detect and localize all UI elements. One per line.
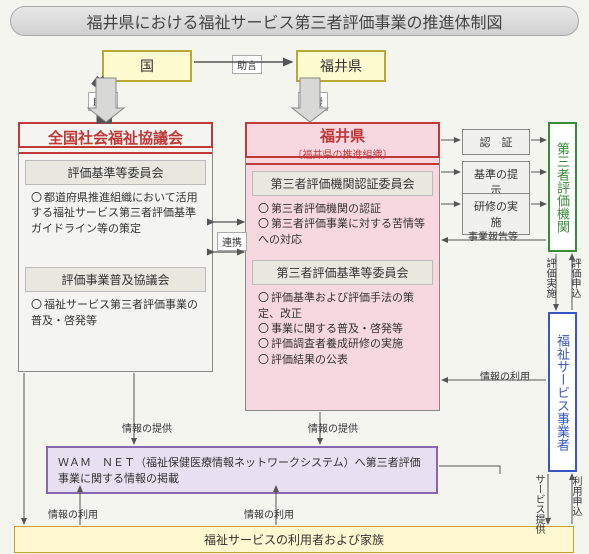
national-council-box: 全国社会福祉協議会 評価基準等委員会 都道府県推進組織において活用する福祉サービ… [18, 122, 213, 372]
national-c1-bullets: 都道府県推進組織において活用する福祉サービス第三者評価基準ガイドライン等の策定 [19, 189, 212, 243]
top-kuni-box: 国 [102, 50, 192, 82]
lbl-joho-teikyo-1: 情報の提供 [122, 420, 172, 435]
label-renkei: 連携 [217, 232, 247, 251]
lbl-riyo-moshikomi: 利用申込 [568, 476, 583, 516]
pref-c1-bullets: 第三者評価機関の認証 第三者評価事業に対する苦情等への対応 [246, 200, 439, 254]
service-provider-box: 福祉サービス事業者 [548, 312, 577, 472]
label-shien-down: 支援 [298, 92, 328, 111]
pref-sub: 〔福井県の推進組織〕 [246, 146, 439, 161]
wam-box: ＷＡＭ ＮＥＴ（福祉保健医療情報ネットワークシステム）へ第三者評価事業に関する情… [46, 446, 438, 494]
national-c2-bullets: 福祉サービス第三者評価事業の普及・啓発等 [19, 296, 212, 335]
national-c2-title: 評価事業普及協議会 [25, 267, 206, 292]
lbl-jigyo-hokoku: 事業報告等 [468, 228, 518, 243]
lbl-joho-riyo-2: 情報の利用 [244, 506, 294, 521]
pref-box: 福井県 〔福井県の推進組織〕 第三者評価機関認証委員会 第三者評価機関の認証 第… [245, 122, 440, 411]
pref-c1-title: 第三者評価機関認証委員会 [252, 171, 433, 196]
page-title: 福井県における福祉サービス第三者評価事業の推進体制図 [10, 6, 579, 36]
lbl-joho-riyo-1: 情報の利用 [48, 506, 98, 521]
lbl-joho-riyo-3: 情報の利用 [480, 368, 530, 383]
lbl-service-teikyo: サービス提供 [531, 474, 546, 534]
eval-org-box: 第三者評価機関 [548, 122, 577, 252]
national-header: 全国社会福祉協議会 [19, 127, 212, 148]
label-jogon-top: 助言 [232, 55, 262, 74]
bottom-users-box: 福祉サービスの利用者および家族 [14, 526, 574, 553]
lbl-hyoka-moshikomi: 評価申込 [567, 258, 582, 298]
pref-c2-title: 第三者評価基準等委員会 [252, 260, 433, 285]
label-ninsho: 認 証 [462, 129, 530, 155]
pref-header: 福井県 [246, 125, 439, 146]
label-jogon-down: 助言 [88, 92, 118, 111]
pref-c2-bullets: 評価基準および評価手法の策定、改正 事業に関する普及・啓発等 評価調査者養成研修… [246, 289, 439, 374]
top-fukui-box: 福井県 [296, 50, 386, 82]
lbl-joho-teikyo-2: 情報の提供 [308, 420, 358, 435]
national-c1-title: 評価基準等委員会 [25, 160, 206, 185]
lbl-hyoka-jisshi: 評価実施 [542, 258, 557, 298]
